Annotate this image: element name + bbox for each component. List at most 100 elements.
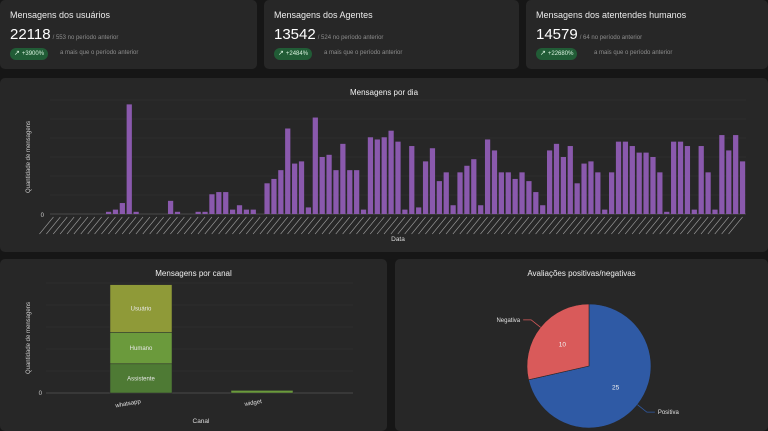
x-tick-label-placeholder	[335, 216, 350, 235]
pie-slice-value: 10	[559, 342, 567, 349]
bar	[209, 194, 215, 214]
x-tick-label-placeholder	[528, 216, 543, 235]
x-tick-label-placeholder	[590, 216, 605, 235]
bar	[553, 143, 560, 214]
bar	[354, 170, 360, 214]
x-tick-label-placeholder	[232, 216, 247, 235]
pie-leader-line	[523, 319, 541, 328]
x-tick-label-placeholder	[349, 216, 364, 235]
x-tick-label-placeholder	[94, 216, 109, 235]
bar	[540, 205, 546, 214]
bar	[484, 139, 491, 214]
bar	[216, 192, 222, 214]
segment-label: Humano	[130, 346, 153, 352]
bar	[319, 157, 325, 214]
bar	[409, 146, 415, 214]
x-tick-label-placeholder	[266, 216, 282, 235]
x-tick-label-placeholder	[294, 216, 309, 235]
kpi-note: a mais que o período anterior	[60, 50, 139, 56]
bar	[574, 183, 580, 214]
x-tick-label-placeholder	[170, 216, 185, 235]
chart-title: Mensagens por dia	[349, 88, 419, 97]
bar	[381, 137, 387, 214]
x-tick-label-placeholder	[618, 216, 633, 235]
kpi-value-line: 22118/ 553 no período anterior	[10, 26, 118, 43]
x-tick-label-placeholder	[301, 216, 316, 235]
x-tick-label-placeholder	[87, 216, 102, 235]
x-tick-label-placeholder	[183, 216, 199, 235]
x-tick-label-placeholder	[466, 216, 481, 235]
bar	[174, 211, 181, 214]
kpi-card-humanos: Mensagens dos atentendes humanos 14579/ …	[526, 0, 768, 69]
y-tick-label: 0	[39, 391, 43, 397]
x-tick-label-placeholder	[197, 216, 213, 235]
chart-title: Avaliações positivas/negativas	[527, 269, 636, 278]
x-tick-label-placeholder	[80, 216, 96, 235]
x-tick-label-placeholder	[680, 216, 695, 235]
x-tick-label-placeholder	[432, 216, 447, 235]
x-tick-label-placeholder	[245, 216, 261, 235]
x-tick-label-placeholder	[507, 216, 523, 235]
growth-badge: ↗ +3900%	[10, 48, 49, 60]
x-tick-label-placeholder	[149, 216, 164, 235]
bar	[264, 183, 270, 214]
growth-badge: ↗ +22680%	[536, 48, 578, 60]
segment-label: Usuário	[131, 306, 152, 312]
x-tick-label-placeholder	[494, 216, 509, 235]
x-tick-label-placeholder	[115, 216, 130, 235]
x-tick-label-placeholder	[445, 216, 461, 235]
x-tick-label-placeholder	[66, 216, 82, 235]
x-tick-label-placeholder	[659, 216, 674, 235]
chart-card-mensagens-por-dia: Mensagens por dia 0 Quantidade de mensage…	[0, 78, 768, 252]
bar	[650, 157, 656, 214]
x-tick-label-placeholder	[652, 216, 667, 235]
x-tick-label-placeholder	[521, 216, 537, 235]
bar	[416, 207, 422, 214]
bar	[464, 165, 470, 214]
bar	[471, 159, 477, 214]
x-tick-label-placeholder	[307, 216, 323, 235]
x-tick-label-placeholder	[425, 216, 440, 235]
kpi-value: 13542	[274, 26, 316, 43]
x-tick-label-placeholder	[556, 216, 571, 235]
x-tick-label-placeholder	[583, 216, 599, 235]
x-tick-label-placeholder	[390, 216, 406, 235]
bar	[388, 130, 394, 214]
kpi-value-line: 14579/ 64 no período anterior	[536, 26, 642, 43]
x-tick-label-placeholder	[535, 216, 550, 235]
bar	[691, 209, 697, 214]
bar	[602, 209, 608, 214]
kpi-title: Mensagens dos atentendes humanos	[536, 10, 687, 20]
y-axis-label: Quantidade de mensagens	[26, 302, 32, 374]
x-tick-label-placeholder	[369, 216, 385, 235]
bar	[726, 150, 732, 214]
x-tick-label-placeholder	[452, 216, 468, 235]
kpi-title: Mensagens dos usuários	[10, 10, 111, 20]
x-tick-label-placeholder	[514, 216, 530, 235]
x-tick-label-placeholder	[397, 216, 413, 235]
x-tick-label-placeholder	[728, 216, 743, 235]
pie-slice	[526, 303, 590, 381]
bar	[347, 170, 353, 214]
bar	[664, 211, 670, 214]
x-tick-label-placeholder	[59, 216, 75, 235]
x-tick-label-placeholder	[487, 216, 502, 235]
bar	[698, 146, 704, 214]
x-tick-label-placeholder	[239, 216, 254, 235]
bar	[671, 141, 677, 214]
x-tick-label-placeholder	[363, 216, 378, 235]
bar	[292, 163, 298, 214]
bar	[333, 170, 339, 214]
x-tick-label-placeholder	[404, 216, 419, 235]
segment-label: Assistente	[127, 376, 155, 382]
pie-slice	[528, 303, 652, 429]
bar	[167, 200, 174, 214]
x-tick-label-placeholder	[638, 216, 654, 235]
bar	[622, 141, 629, 214]
bar	[195, 211, 201, 214]
bar	[533, 192, 539, 214]
x-tick-label-placeholder	[700, 216, 716, 235]
bar	[657, 172, 663, 214]
x-tick-label-placeholder	[673, 216, 688, 235]
x-axis-label: Canal	[193, 418, 211, 425]
